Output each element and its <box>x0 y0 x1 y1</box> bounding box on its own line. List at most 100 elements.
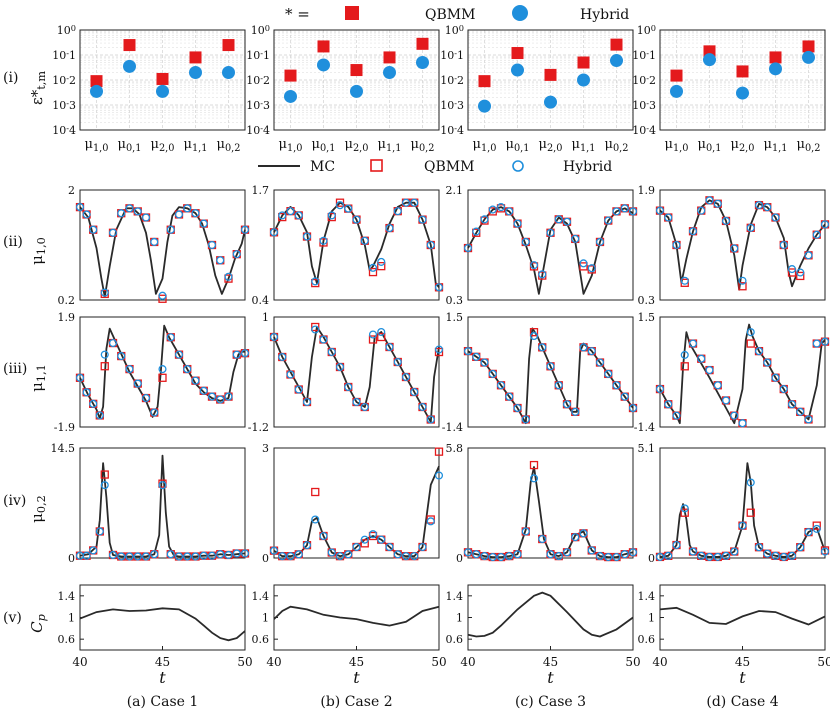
hybrid-marker <box>393 550 402 559</box>
hybrid-marker <box>385 542 394 552</box>
y-tick-label: 10-1 <box>52 48 76 62</box>
hybrid-marker <box>174 350 184 359</box>
y-tick-label: 2.1 <box>446 184 464 197</box>
hybrid-marker <box>360 236 369 245</box>
y-tick-label: 10-1 <box>246 48 270 62</box>
hybrid-marker <box>779 385 788 394</box>
hybrid-marker <box>738 521 747 530</box>
hybrid-marker <box>562 548 572 557</box>
y-tick-label: 10-2 <box>440 73 464 87</box>
qbmm-marker <box>311 487 320 497</box>
error-panel-3: 100 10-1 10-2 10-3 10-4 μ1,0 μ0,1 μ2,0 μ1,1 μ0,2 <box>440 23 634 154</box>
hybrid-marker <box>302 541 312 550</box>
hybrid-marker <box>538 343 547 352</box>
hybrid-marker <box>199 386 208 395</box>
hybrid-marker <box>240 225 250 234</box>
hybrid-marker <box>117 209 126 218</box>
hybrid-marker <box>595 358 605 367</box>
cp-line <box>79 607 246 642</box>
hybrid-marker <box>224 550 233 560</box>
y-tick-label: 14.5 <box>51 442 76 455</box>
hybrid-marker <box>672 541 681 550</box>
hybrid-marker <box>697 551 706 560</box>
hybrid-marker <box>207 240 217 250</box>
case-caption: (b) Case 2 <box>320 694 392 710</box>
y-axis-label: μ1,0 <box>28 237 48 265</box>
qbmm-marker <box>434 447 444 456</box>
y-tick-label: 0.6 <box>58 633 76 646</box>
x-tick-label: μ2,0 <box>345 137 369 154</box>
hybrid-marker <box>327 347 336 357</box>
y-tick-label: 10-2 <box>52 73 76 87</box>
hybrid-marker <box>125 365 134 374</box>
hybrid-point <box>736 86 749 100</box>
hybrid-marker <box>496 203 506 212</box>
hybrid-point <box>670 84 683 98</box>
hybrid-marker <box>713 199 722 208</box>
hybrid-marker <box>82 210 91 219</box>
y-tick-label: -1.9 <box>54 421 75 434</box>
qbmm-marker <box>335 198 345 207</box>
mc-line <box>273 465 440 558</box>
hybrid-marker <box>385 342 394 352</box>
hybrid-marker <box>538 534 547 544</box>
hybrid-marker <box>183 204 192 213</box>
hybrid-marker <box>158 365 167 374</box>
case-caption: (d) Case 4 <box>706 694 778 710</box>
hybrid-marker <box>587 546 596 555</box>
hybrid-marker <box>655 552 665 561</box>
qbmm-marker <box>368 335 378 344</box>
x-tick-label: μ1,0 <box>85 137 109 154</box>
cp-line <box>273 605 440 627</box>
hybrid-marker <box>604 216 613 225</box>
hybrid-marker <box>705 196 714 205</box>
cp-panel-3: 1.4 1 0.6 40 45 50 t (c) Case 3 <box>446 584 641 710</box>
qbmm-marker <box>529 460 539 470</box>
hybrid-marker <box>820 220 830 229</box>
hybrid-marker <box>562 400 572 409</box>
y-tick-label: 0.3 <box>638 294 656 307</box>
hybrid-marker <box>82 551 91 560</box>
hybrid-point <box>802 50 815 64</box>
hybrid-marker <box>730 411 739 420</box>
qbmm-point <box>769 51 782 64</box>
hybrid-marker <box>612 553 621 562</box>
hybrid-marker <box>100 350 109 359</box>
hybrid-marker <box>620 204 629 213</box>
axes-frame <box>467 316 634 428</box>
y-tick-label: 1.5 <box>638 311 656 324</box>
axes-frame <box>273 447 440 559</box>
panel-iii-1: 1.9 -1.9 <box>54 311 250 434</box>
panel-ii-3: 2.1 0.3 <box>446 184 638 307</box>
hybrid-marker <box>434 283 444 292</box>
y-tick-label: 10-4 <box>246 123 270 137</box>
hybrid-marker <box>680 350 689 359</box>
y-tick-label: 0 <box>68 552 75 565</box>
hybrid-marker <box>562 217 572 226</box>
hybrid-marker <box>697 354 706 363</box>
hybrid-marker <box>207 551 217 560</box>
qbmm-marker <box>746 339 755 348</box>
hybrid-marker <box>207 392 217 401</box>
panel-iii-2: 1 -1.2 <box>248 311 444 434</box>
hybrid-marker <box>150 550 159 559</box>
hybrid-marker <box>352 397 361 407</box>
cp-panel-2: 1.4 1 0.6 40 45 50 t (b) Case 2 <box>252 584 447 710</box>
hybrid-marker <box>158 481 167 490</box>
hybrid-marker <box>796 543 805 552</box>
hybrid-marker <box>680 504 689 513</box>
hybrid-marker <box>319 335 328 344</box>
y-tick-label: 1.4 <box>446 590 464 603</box>
hybrid-marker <box>812 230 821 239</box>
x-tick-label: 45 <box>155 655 170 669</box>
case-caption: (a) Case 1 <box>127 694 199 710</box>
x-tick-label: 45 <box>543 655 558 669</box>
hybrid-marker <box>620 550 629 559</box>
hybrid-marker <box>344 204 353 213</box>
qbmm-marker <box>680 278 689 287</box>
qbmm-point <box>416 37 429 50</box>
hybrid-marker <box>463 548 473 557</box>
hybrid-marker <box>604 553 613 562</box>
cp-panel-4: 1.4 1 0.6 40 45 50 t (d) Case 4 <box>638 584 830 710</box>
